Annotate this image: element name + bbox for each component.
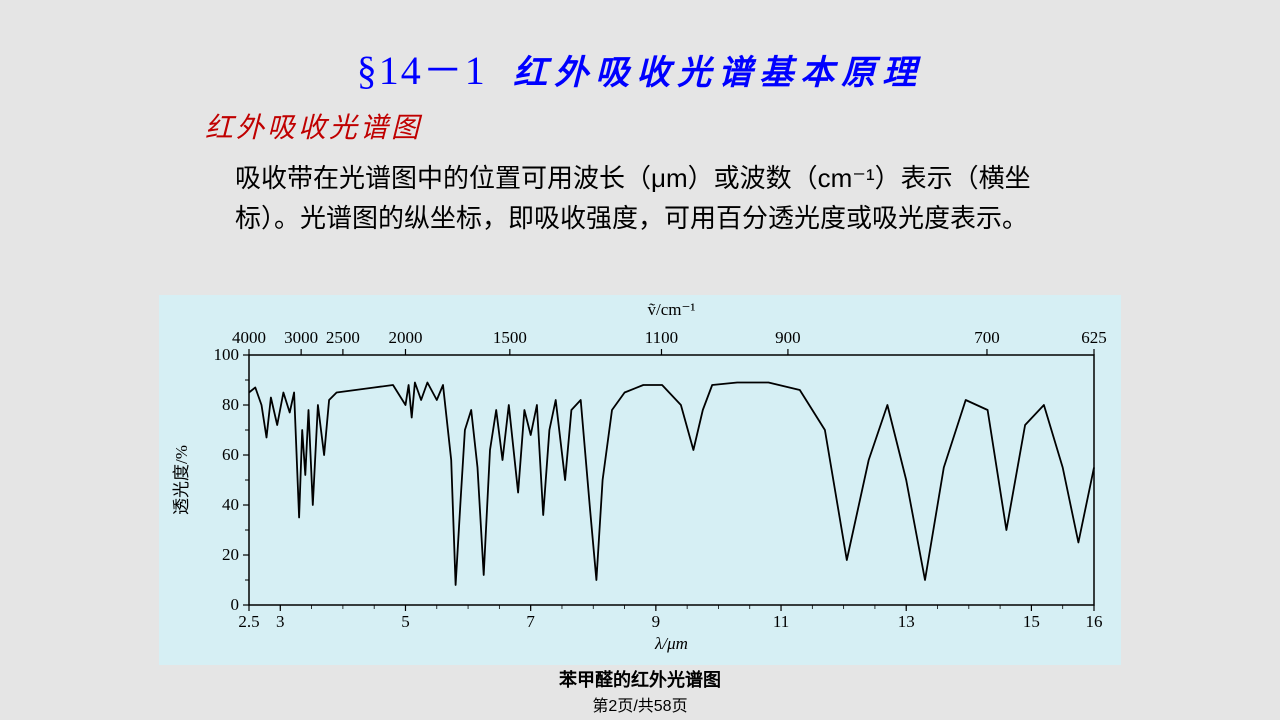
page-title: 红外吸收光谱基本原理 [513,55,923,92]
chart-caption: 苯甲醛的红外光谱图 [0,666,1280,692]
svg-text:1500: 1500 [493,328,527,347]
svg-text:ṽ/cm⁻¹: ṽ/cm⁻¹ [647,300,695,319]
svg-text:20: 20 [222,545,239,564]
svg-text:透光度/%: 透光度/% [172,445,191,515]
svg-text:100: 100 [214,345,240,364]
svg-text:2000: 2000 [388,328,422,347]
svg-text:5: 5 [401,612,410,631]
svg-text:3: 3 [276,612,285,631]
subtitle: 红外吸收光谱图 [205,106,422,146]
ir-spectrum-chart: 020406080100透光度/%2.5357911131516λ/μm4000… [159,295,1121,665]
svg-text:4000: 4000 [232,328,266,347]
svg-text:625: 625 [1081,328,1107,347]
svg-text:60: 60 [222,445,239,464]
chart-svg: 020406080100透光度/%2.5357911131516λ/μm4000… [159,295,1121,665]
svg-text:2.5: 2.5 [238,612,259,631]
svg-text:1100: 1100 [645,328,678,347]
body-text: 吸收带在光谱图中的位置可用波长（μm）或波数（cm⁻¹）表示（横坐标）。光谱图的… [235,158,1055,239]
svg-text:16: 16 [1086,612,1103,631]
svg-text:700: 700 [974,328,1000,347]
svg-text:11: 11 [773,612,789,631]
svg-text:2500: 2500 [326,328,360,347]
svg-text:3000: 3000 [284,328,318,347]
svg-text:15: 15 [1023,612,1040,631]
svg-text:9: 9 [652,612,661,631]
section-number: §14－1 [357,48,487,93]
svg-text:13: 13 [898,612,915,631]
svg-text:40: 40 [222,495,239,514]
svg-text:7: 7 [526,612,535,631]
page-counter: 第2页/共58页 [0,692,1280,716]
svg-text:900: 900 [775,328,801,347]
svg-text:80: 80 [222,395,239,414]
svg-text:λ/μm: λ/μm [654,634,688,653]
